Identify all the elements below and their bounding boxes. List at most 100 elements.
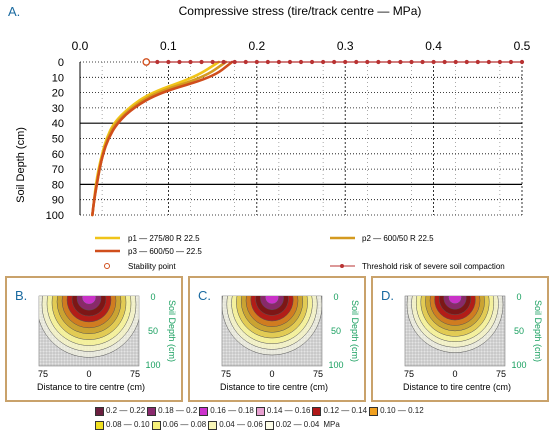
threshold-marker (177, 59, 182, 65)
contour-bulbs (39, 296, 139, 358)
threshold-marker (332, 59, 337, 65)
panel-x-label: Distance to tire centre (cm) (37, 382, 145, 392)
color-scale-item: 0.02 — 0.04 (264, 418, 319, 432)
contour-level (81, 296, 97, 305)
y-tick-label: 20 (52, 88, 64, 100)
panel-y-tick: 0 (516, 292, 521, 302)
panel-y-label: Soil Depth (cm) (533, 300, 543, 362)
y-tick-label: 90 (52, 195, 64, 207)
threshold-marker (420, 59, 425, 65)
panel-x-tick: 75 (496, 369, 506, 379)
panel-letter-a: A. (8, 4, 20, 19)
x-tick-label: 0.0 (72, 39, 89, 53)
threshold-marker (475, 59, 480, 65)
panel-y-tick: 0 (150, 292, 155, 302)
threshold-marker (309, 59, 315, 65)
panel-y-tick: 50 (514, 326, 524, 336)
color-scale-label: 0.12 — 0.14 (323, 406, 368, 415)
threshold-marker (155, 59, 160, 65)
series-line-3 (91, 60, 234, 217)
y-tick-label: 30 (52, 103, 64, 115)
panel-x-label: Distance to tire centre (cm) (403, 382, 511, 392)
threshold-marker (442, 59, 447, 65)
threshold-marker (221, 59, 226, 65)
series-layer (91, 60, 234, 217)
threshold-marker (265, 59, 270, 65)
panel-letter-d: D. (381, 288, 394, 303)
color-swatch (151, 420, 161, 430)
y-tick-label: 60 (52, 149, 64, 161)
color-scale-unit: MPa (323, 420, 340, 429)
threshold-marker (508, 59, 514, 65)
color-scale-legend: 0.2 — 0.22 0.18 — 0.2 0.16 — 0.18 0.14 — 0.… (95, 404, 425, 432)
color-scale-label: 0.14 — 0.16 (266, 406, 311, 415)
panel-d: D. 75 0 75 0 50 100 Soil Depth (cm) Distance to … (371, 276, 549, 402)
color-scale-row: 0.08 — 0.10 0.06 — 0.08 0.04 — 0.06 0.02 — … (95, 418, 425, 432)
y-tick-label: 80 (52, 179, 64, 191)
color-scale-item: 0.04 — 0.06 (208, 418, 263, 432)
threshold-marker (188, 59, 193, 65)
color-swatch (312, 406, 322, 416)
color-swatch (147, 406, 157, 416)
stability-point (142, 58, 151, 66)
legend-swatch-stability (104, 263, 110, 269)
grid (79, 61, 523, 216)
series-line-2 (91, 60, 228, 217)
threshold-marker (398, 59, 403, 65)
threshold-marker (321, 59, 326, 65)
color-scale-item: 0.16 — 0.18 (199, 404, 254, 418)
panel-x-tick: 75 (221, 369, 231, 379)
legend-swatch-threshold-dot (340, 264, 344, 268)
panel-b: B. 75 0 75 0 50 100 Soil Depth (cm) Distance to … (5, 276, 183, 402)
x-tick-label: 0.5 (514, 39, 531, 53)
threshold-marker (519, 59, 525, 65)
threshold-marker (409, 59, 414, 65)
threshold-marker (464, 59, 469, 65)
panel-x-tick: 0 (86, 369, 91, 379)
y-tick-label: 50 (52, 134, 64, 146)
threshold-marker (431, 59, 436, 65)
x-tick-label: 0.4 (425, 39, 442, 53)
panel-y-tick: 100 (328, 360, 343, 370)
panel-y-label: Soil Depth (cm) (167, 300, 177, 362)
y-tick-label: 40 (52, 118, 64, 130)
color-swatch (255, 406, 265, 416)
panel-c: C. 75 0 75 0 50 100 Soil Depth (cm) Distance to … (188, 276, 366, 402)
contour-level (264, 296, 280, 305)
color-swatch (95, 420, 104, 430)
panel-y-tick: 100 (511, 360, 526, 370)
threshold-marker (298, 59, 304, 65)
color-scale-label: 0.18 — 0.2 (158, 406, 198, 415)
contour-plot-b: B. 75 0 75 0 50 100 Soil Depth (cm) Distance to … (15, 288, 177, 392)
panel-letter-b: B. (15, 288, 27, 303)
panel-x-label: Distance to tire centre (cm) (220, 382, 328, 392)
threshold-marker (497, 59, 502, 65)
x-tick-label: 0.2 (248, 39, 265, 53)
threshold-marker (232, 59, 237, 65)
color-scale-label: 0.04 — 0.06 (219, 420, 263, 429)
panel-x-tick: 0 (269, 369, 274, 379)
y-tick-label: 100 (46, 210, 64, 222)
legend-label-p1: p1 — 275/80 R 22.5 (128, 234, 200, 243)
chart-title: Compressive stress (tire/track centre — … (179, 4, 422, 18)
legend-label-threshold: Threshold risk of severe soil compaction (362, 262, 505, 271)
legend: p1 — 275/80 R 22.5 p3 — 600/50 — 22.5 p2… (95, 234, 505, 271)
x-tick-label: 0.3 (337, 39, 354, 53)
threshold-marker (343, 59, 348, 65)
contour-bulbs (406, 296, 504, 353)
threshold-marker (210, 59, 215, 65)
y-tick-label: 0 (58, 57, 64, 69)
color-scale-item: 0.18 — 0.2 (147, 404, 197, 418)
color-scale-label: 0.06 — 0.08 (162, 420, 207, 429)
threshold-marker (354, 59, 359, 65)
legend-label-p3: p3 — 600/50 — 22.5 (128, 247, 202, 256)
y-tick-label: 70 (52, 164, 64, 176)
color-scale-item: 0.10 — 0.12 (369, 404, 424, 418)
color-scale-label: 0.10 — 0.12 (380, 406, 424, 415)
color-scale-row: 0.2 — 0.22 0.18 — 0.2 0.16 — 0.18 0.14 — 0.… (95, 404, 425, 418)
contour-bulbs (222, 296, 322, 356)
color-swatch (369, 406, 379, 416)
contour-level (448, 296, 462, 305)
panel-x-tick: 75 (38, 369, 48, 379)
legend-label-stability: Stability point (128, 262, 176, 271)
